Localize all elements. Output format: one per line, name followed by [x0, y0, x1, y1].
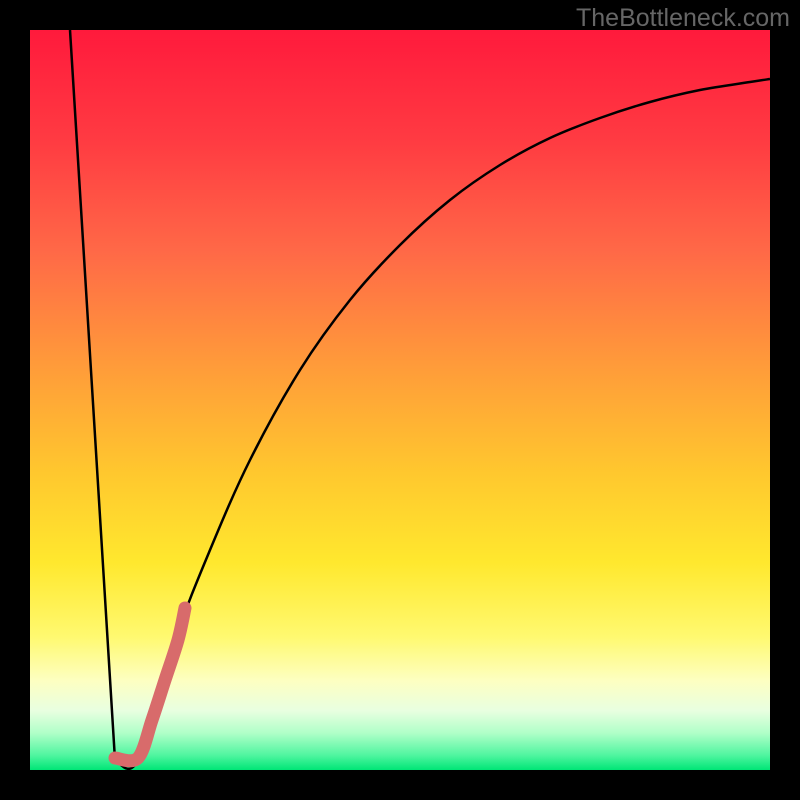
- plot-background: [30, 30, 770, 770]
- watermark-text: TheBottleneck.com: [576, 4, 790, 33]
- bottleneck-chart: TheBottleneck.com: [0, 0, 800, 800]
- chart-svg: [0, 0, 800, 800]
